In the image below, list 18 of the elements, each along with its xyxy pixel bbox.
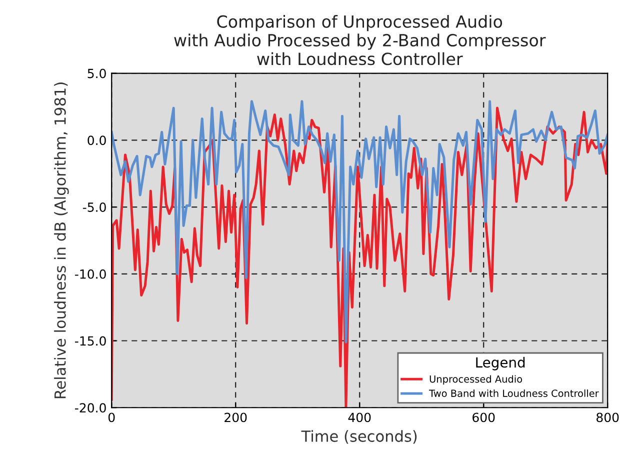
x-axis-title: Time (seconds) [301,430,417,444]
y-tick-label: -5.0 [82,202,106,212]
x-tick-label: 200 [224,412,247,422]
y-tick-label: 5.0 [88,68,106,78]
y-tick-label: 0.0 [88,136,106,146]
chart-title: Comparison of Unprocessed Audio with Audio Processed by 2-Band Compressor with Loudness Controller [174,14,546,66]
x-tick-label: 0 [108,412,115,422]
legend-title: Legend [476,356,525,370]
y-tick-label: -20.0 [75,403,106,413]
y-tick-label: -15.0 [75,336,106,346]
legend-label: Two Band with Loudness Controller [429,389,599,397]
x-tick-label: 600 [472,412,495,422]
legend-label: Unprocessed Audio [430,375,522,385]
line-series [112,100,608,344]
x-tick-label: 400 [348,412,371,422]
y-tick-label: -10.0 [75,269,106,279]
y-axis-title: Relative loudness in dB (Algorithm, 1981) [54,82,69,398]
x-tick-label: 800 [596,412,619,422]
